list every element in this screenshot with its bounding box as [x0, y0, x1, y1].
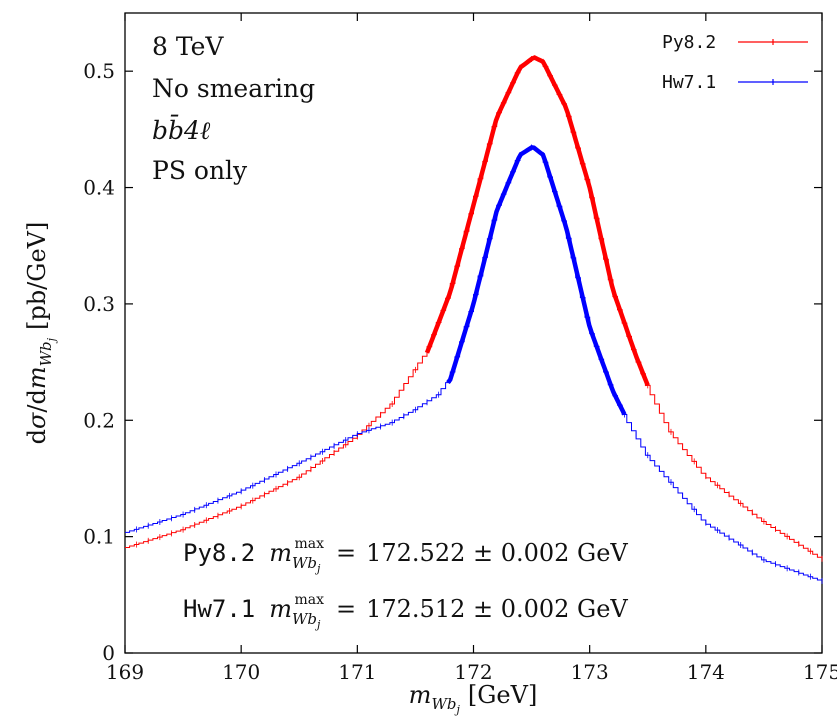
x-axis-label-sub: Wb: [431, 695, 456, 713]
x-tick-label: 175: [803, 660, 837, 684]
data-curves: [125, 55, 823, 584]
x-axis-label-symbol: m: [409, 681, 432, 709]
fit-result-py-eq: =: [336, 539, 356, 567]
fit-result-hw-eq: =: [336, 595, 356, 623]
y-axis-label-unit: [pb/GeV]: [23, 222, 51, 330]
fit-result-py: Py8.2 mWbj max = 172.522 ± 0.002 GeV: [183, 528, 628, 575]
smearing-annotation: No smearing: [152, 74, 315, 103]
y-axis-label-denominator: /d: [23, 389, 51, 412]
legend-label-py: Py8.2: [662, 32, 716, 53]
ps-annotation: PS only: [152, 156, 248, 185]
y-tick-label: 0.1: [83, 525, 115, 549]
series-py82-fit-curve: [424, 55, 650, 387]
y-axis-label-sub-j: j: [45, 337, 58, 344]
x-tick-label: 171: [338, 660, 376, 684]
x-tick-label: 172: [454, 660, 492, 684]
energy-annotation: 8 TeV: [152, 32, 224, 61]
x-axis-label-sub-j: j: [453, 703, 460, 716]
fit-result-hw-sub-j: j: [314, 618, 321, 631]
y-tick-label: 0.2: [83, 408, 115, 432]
y-axis-label-sub: Wb: [37, 341, 55, 366]
x-axis-label-unit: [GeV]: [468, 681, 537, 709]
fit-result-hw-generator: Hw7.1: [183, 595, 255, 623]
y-tick-label: 0.5: [83, 59, 115, 83]
x-axis-label: mWbj [GeV]: [409, 681, 538, 716]
x-tick-label: 174: [687, 660, 725, 684]
y-axis-label-numerator: d: [23, 429, 51, 444]
x-tick-label: 170: [222, 660, 260, 684]
x-tick-label: 173: [571, 660, 609, 684]
fit-result-py-symbol: m: [269, 539, 292, 567]
fit-result-py-generator: Py8.2: [183, 539, 255, 567]
y-axis-label: dσ/dmWbj [pb/GeV]: [23, 222, 58, 445]
fit-result-py-sub: Wb: [292, 554, 317, 572]
fit-result-py-sub-j: j: [314, 562, 321, 575]
legend-label-hw: Hw7.1: [662, 72, 716, 93]
legend: Py8.2 Hw7.1: [662, 32, 808, 93]
axis-ticks: [124, 13, 823, 654]
fit-result-hw-sub: Wb: [292, 610, 317, 628]
y-axis-label-sigma: σ: [23, 412, 51, 429]
x-tick-label: 169: [106, 660, 144, 684]
fit-result-py-sup: max: [294, 536, 324, 552]
fit-result-hw-sup: max: [294, 592, 324, 608]
series-hw71-fit-curve: [446, 145, 627, 416]
fit-result-hw-value: 172.512 ± 0.002 GeV: [366, 595, 628, 623]
y-tick-label: 0.4: [83, 176, 115, 200]
process-annotation: bb̄4ℓ: [152, 116, 211, 145]
y-tick-label: 0.3: [83, 292, 115, 316]
fit-result-py-value: 172.522 ± 0.002 GeV: [366, 539, 628, 567]
fit-result-hw: Hw7.1 mWbj max = 172.512 ± 0.002 GeV: [183, 584, 628, 631]
y-tick-label: 0: [102, 641, 115, 665]
tick-labels: 169 170 171 172 173 174 175 0 0.1 0.2 0.3 0.4 0.5: [83, 59, 837, 684]
y-axis-label-symbol: m: [23, 366, 51, 389]
fit-result-hw-symbol: m: [269, 595, 292, 623]
